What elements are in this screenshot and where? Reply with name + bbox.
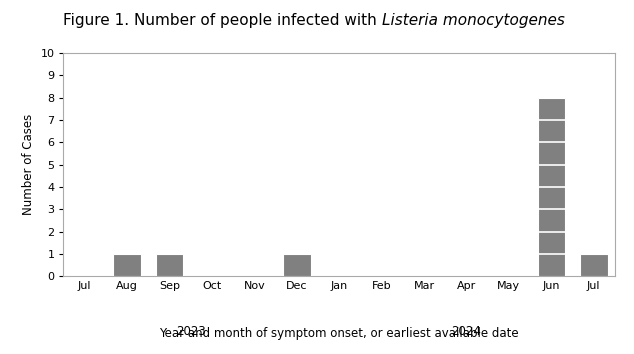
Text: Figure 1. Number of people infected with: Figure 1. Number of people infected with [63,13,382,28]
Y-axis label: Number of Cases: Number of Cases [22,114,35,215]
Bar [283,254,311,276]
Bar [580,254,607,276]
Text: 2024: 2024 [451,325,481,338]
Text: 2023: 2023 [176,325,205,338]
Bar [113,254,141,276]
Bar [156,254,183,276]
Bar [538,98,565,276]
Text: Listeria monocytogenes: Listeria monocytogenes [382,13,565,28]
X-axis label: Year and month of symptom onset, or earliest available date: Year and month of symptom onset, or earl… [159,327,519,340]
